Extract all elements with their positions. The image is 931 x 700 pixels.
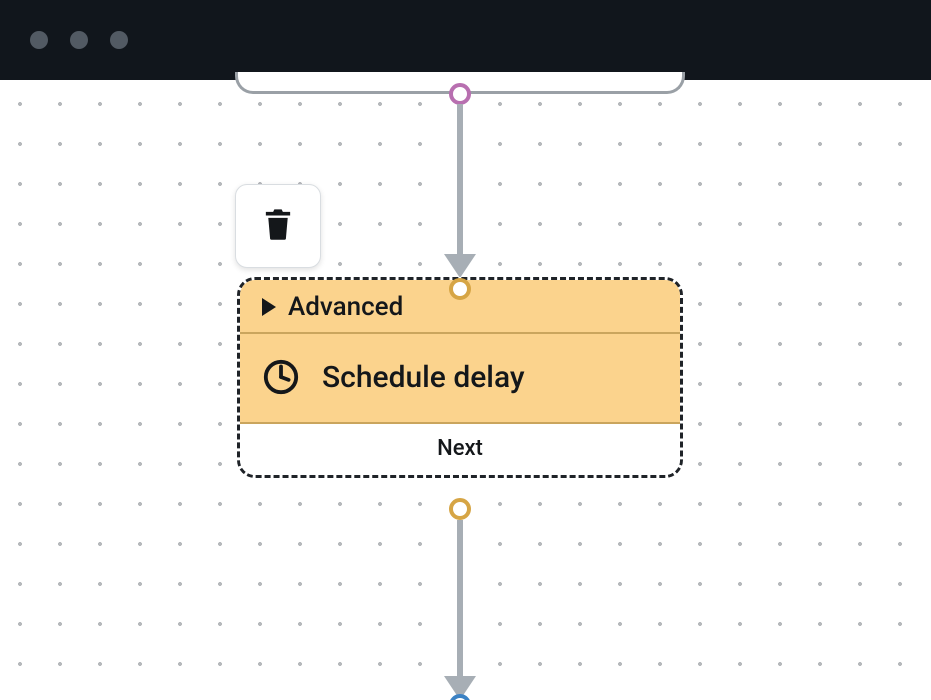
trash-icon xyxy=(263,207,293,245)
node-category-label: Advanced xyxy=(288,292,403,322)
chevron-right-icon xyxy=(262,298,276,316)
node-title: Schedule delay xyxy=(322,360,525,395)
node-footer-label: Next xyxy=(437,436,483,461)
window-titlebar xyxy=(0,0,931,80)
traffic-light-zoom[interactable] xyxy=(110,31,128,49)
flow-edge-bottom xyxy=(457,520,463,680)
clock-icon xyxy=(262,358,300,396)
traffic-light-close[interactable] xyxy=(30,31,48,49)
flow-arrowhead-top xyxy=(444,254,476,278)
delete-node-button[interactable] xyxy=(235,184,321,268)
previous-node-output-port[interactable] xyxy=(449,83,471,105)
schedule-delay-output-port[interactable] xyxy=(449,498,471,520)
node-body: Schedule delay xyxy=(240,334,680,424)
flow-edge-top xyxy=(457,104,463,258)
schedule-delay-input-port[interactable] xyxy=(449,278,471,300)
flow-canvas[interactable]: Advanced Schedule delay Next xyxy=(0,80,931,700)
node-footer: Next xyxy=(240,424,680,475)
traffic-light-minimize[interactable] xyxy=(70,31,88,49)
schedule-delay-node[interactable]: Advanced Schedule delay Next xyxy=(237,277,683,478)
